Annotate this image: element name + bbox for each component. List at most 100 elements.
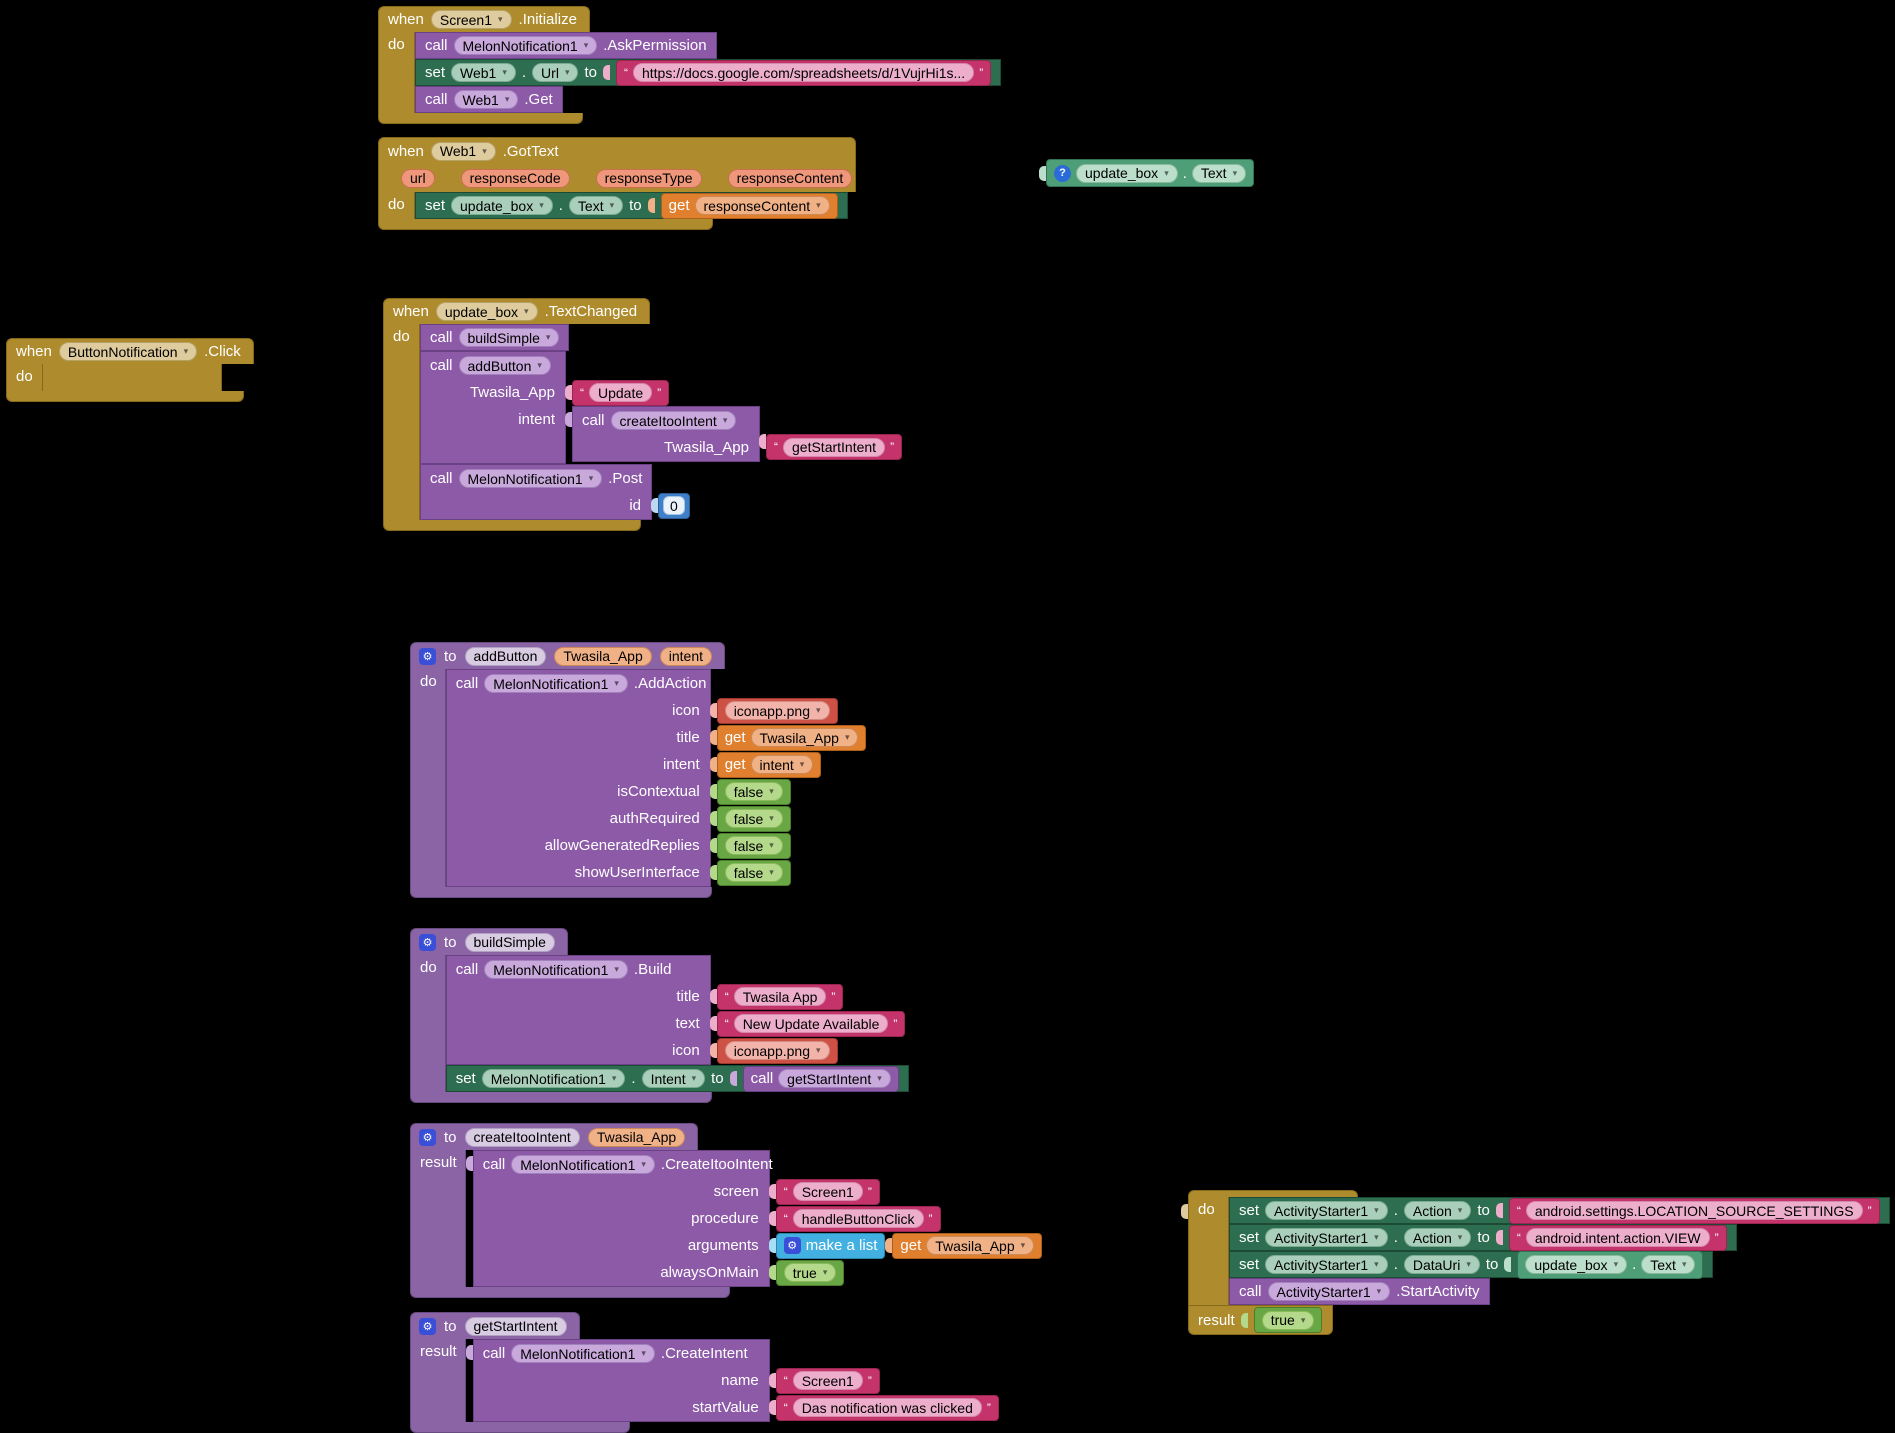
when-web1-gottext-block[interactable]: when Web1 .GotText url responseCode resp… xyxy=(378,137,856,230)
false-logic-block[interactable]: false xyxy=(716,805,791,832)
call-createintent-block[interactable]: call MelonNotification1 .CreateIntent na… xyxy=(472,1339,999,1422)
set-datauri-block[interactable]: set ActivityStarter1 . DataUri to update… xyxy=(1229,1250,1714,1279)
gear-icon[interactable]: ⚙ xyxy=(783,1237,801,1254)
helper-dropdown[interactable]: iconapp.png xyxy=(724,701,830,720)
component-dropdown[interactable]: update_box xyxy=(451,196,553,215)
empty-statement-socket[interactable] xyxy=(43,364,222,391)
handlebuttonclick-string-block[interactable]: handleButtonClick xyxy=(775,1205,941,1232)
component-dropdown[interactable]: ActivityStarter1 xyxy=(1265,1228,1388,1247)
get-twasila-app-block[interactable]: get Twasila_App xyxy=(892,1232,1043,1259)
procedure-dropdown[interactable]: addButton xyxy=(458,356,551,375)
call-createitoointent-block[interactable]: call MelonNotification1 .CreateItooInten… xyxy=(472,1150,1043,1287)
call-addbutton-block[interactable]: call addButton Twasila_App Update intent xyxy=(420,351,903,464)
procedure-addbutton-block[interactable]: ⚙ to addButton Twasila_App intent do cal… xyxy=(410,642,867,898)
set-updatebox-text-block[interactable]: set update_box . Text to get responseCon… xyxy=(415,192,848,219)
set-intent-block[interactable]: set MelonNotification1 . Intent to call … xyxy=(445,1065,909,1092)
component-dropdown[interactable]: Web1 xyxy=(453,90,519,109)
gear-icon[interactable]: ⚙ xyxy=(419,1317,436,1335)
text-string-block[interactable]: New Update Available xyxy=(716,1010,906,1037)
call-addaction-block[interactable]: call MelonNotification1 .AddAction icon … xyxy=(445,669,867,887)
procedure-dropdown[interactable]: getStartIntent xyxy=(778,1069,891,1088)
location-settings-string-block[interactable]: android.settings.LOCATION_SOURCE_SETTING… xyxy=(1508,1197,1880,1224)
component-dropdown[interactable]: MelonNotification1 xyxy=(484,674,628,693)
iconapp-helper-block[interactable]: iconapp.png xyxy=(716,1037,838,1064)
update-string-block[interactable]: Update xyxy=(572,379,670,406)
helper-dropdown[interactable]: iconapp.png xyxy=(724,1041,830,1060)
gear-icon[interactable]: ⚙ xyxy=(419,1128,436,1146)
updatebox-text-getter-block[interactable]: update_box . Text xyxy=(1517,1250,1704,1279)
component-dropdown[interactable]: ActivityStarter1 xyxy=(1265,1255,1388,1274)
component-dropdown[interactable]: ActivityStarter1 xyxy=(1267,1282,1391,1301)
call-buildsimple-block[interactable]: call buildSimple xyxy=(420,324,570,351)
property-dropdown[interactable]: Text xyxy=(568,196,624,215)
component-dropdown[interactable]: MelonNotification1 xyxy=(511,1155,655,1174)
call-getstartintent-value-block[interactable]: call getStartIntent xyxy=(742,1065,899,1092)
component-dropdown[interactable]: MelonNotification1 xyxy=(484,960,628,979)
get-intent-block[interactable]: get intent xyxy=(716,751,822,778)
screen1-string-block[interactable]: Screen1 xyxy=(775,1367,880,1394)
procedure-getstartintent-block[interactable]: ⚙ to getStartIntent result call MelonNot… xyxy=(410,1312,999,1433)
procedure-dropdown[interactable]: createItooIntent xyxy=(610,411,737,430)
component-dropdown[interactable]: MelonNotification1 xyxy=(458,469,603,488)
make-a-list-block[interactable]: ⚙ make a list xyxy=(775,1232,886,1259)
logic-dropdown[interactable]: false xyxy=(724,836,783,855)
logic-dropdown[interactable]: true xyxy=(1261,1310,1315,1330)
property-dropdown[interactable]: Text xyxy=(1191,163,1247,183)
component-dropdown[interactable]: update_box xyxy=(435,302,538,321)
when-updatebox-textchanged-block[interactable]: when update_box .TextChanged do call bui… xyxy=(383,298,903,531)
notification-clicked-string-block[interactable]: Das notification was clicked xyxy=(775,1394,999,1421)
when-buttonnotification-click-block[interactable]: when ButtonNotification .Click do xyxy=(6,338,254,402)
call-createitoointent-block[interactable]: call createItooIntent Twasila_App getSta… xyxy=(572,406,903,462)
component-dropdown[interactable]: Web1 xyxy=(430,141,496,161)
action-view-string-block[interactable]: android.intent.action.VIEW xyxy=(1508,1224,1727,1251)
number-block[interactable]: 0 xyxy=(658,492,690,519)
gear-icon[interactable]: ⚙ xyxy=(419,933,436,951)
component-dropdown[interactable]: MelonNotification1 xyxy=(453,36,598,55)
property-dropdown[interactable]: Url xyxy=(532,63,579,82)
logic-dropdown[interactable]: false xyxy=(724,863,783,882)
component-dropdown[interactable]: Web1 xyxy=(451,63,516,82)
false-logic-block[interactable]: false xyxy=(716,778,791,805)
property-dropdown[interactable]: Intent xyxy=(641,1069,706,1088)
property-dropdown[interactable]: Action xyxy=(1403,1201,1472,1220)
logic-dropdown[interactable]: true xyxy=(783,1263,837,1282)
gear-icon[interactable]: ⚙ xyxy=(419,647,436,665)
call-startactivity-block[interactable]: call ActivityStarter1 .StartActivity xyxy=(1229,1278,1490,1305)
set-web1-url-block[interactable]: set Web1 . Url to https://docs.google.co… xyxy=(415,59,1002,86)
true-logic-block[interactable]: true xyxy=(1253,1307,1323,1333)
screen-string-block[interactable]: Screen1 xyxy=(775,1178,880,1205)
variable-dropdown[interactable]: Twasila_App xyxy=(750,728,859,747)
component-dropdown[interactable]: update_box xyxy=(1076,163,1178,183)
true-logic-block[interactable]: true xyxy=(775,1259,845,1286)
procedure-buildsimple-block[interactable]: ⚙ to buildSimple do call MelonNotificati… xyxy=(410,928,909,1103)
floating-updatebox-text-getter[interactable]: ? update_box . Text xyxy=(1039,159,1255,187)
component-dropdown[interactable]: Screen1 xyxy=(430,10,512,29)
logic-dropdown[interactable]: false xyxy=(724,809,783,828)
do-result-block[interactable]: do set ActivityStarter1 . Action to andr… xyxy=(1181,1190,1890,1335)
call-askpermission-block[interactable]: call MelonNotification1 .AskPermission xyxy=(415,32,717,59)
component-dropdown[interactable]: MelonNotification1 xyxy=(511,1344,655,1363)
set-action-view-block[interactable]: set ActivityStarter1 . Action to android… xyxy=(1229,1224,1737,1251)
get-twasila-app-block[interactable]: get Twasila_App xyxy=(716,724,867,751)
iconapp-helper-block[interactable]: iconapp.png xyxy=(716,697,838,724)
getstartintent-string-block[interactable]: getStartIntent xyxy=(766,434,903,460)
procedure-name[interactable]: buildSimple xyxy=(464,932,555,952)
variable-dropdown[interactable]: responseContent xyxy=(694,196,830,215)
procedure-name[interactable]: createItooIntent xyxy=(464,1127,580,1147)
property-dropdown[interactable]: DataUri xyxy=(1403,1255,1480,1274)
procedure-name[interactable]: getStartIntent xyxy=(464,1316,567,1336)
logic-dropdown[interactable]: false xyxy=(724,782,783,801)
call-build-block[interactable]: call MelonNotification1 .Build title Twa… xyxy=(445,955,906,1065)
url-string-block[interactable]: https://docs.google.com/spreadsheets/d/1… xyxy=(615,59,992,86)
property-dropdown[interactable]: Action xyxy=(1403,1228,1472,1247)
title-string-block[interactable]: Twasila App xyxy=(716,983,844,1010)
variable-dropdown[interactable]: intent xyxy=(750,755,814,774)
procedure-dropdown[interactable]: buildSimple xyxy=(458,328,560,347)
component-dropdown[interactable]: ButtonNotification xyxy=(58,342,198,361)
procedure-createitoointent-block[interactable]: ⚙ to createItooIntent Twasila_App result… xyxy=(410,1123,1043,1298)
get-responsecontent-block[interactable]: get responseContent xyxy=(660,192,838,219)
when-screen1-initialize-block[interactable]: when Screen1 .Initialize do call MelonNo… xyxy=(378,6,1002,124)
call-post-block[interactable]: call MelonNotification1 .Post id 0 xyxy=(420,464,690,520)
call-web1-get-block[interactable]: call Web1 .Get xyxy=(415,86,563,113)
component-dropdown[interactable]: ActivityStarter1 xyxy=(1265,1201,1388,1220)
